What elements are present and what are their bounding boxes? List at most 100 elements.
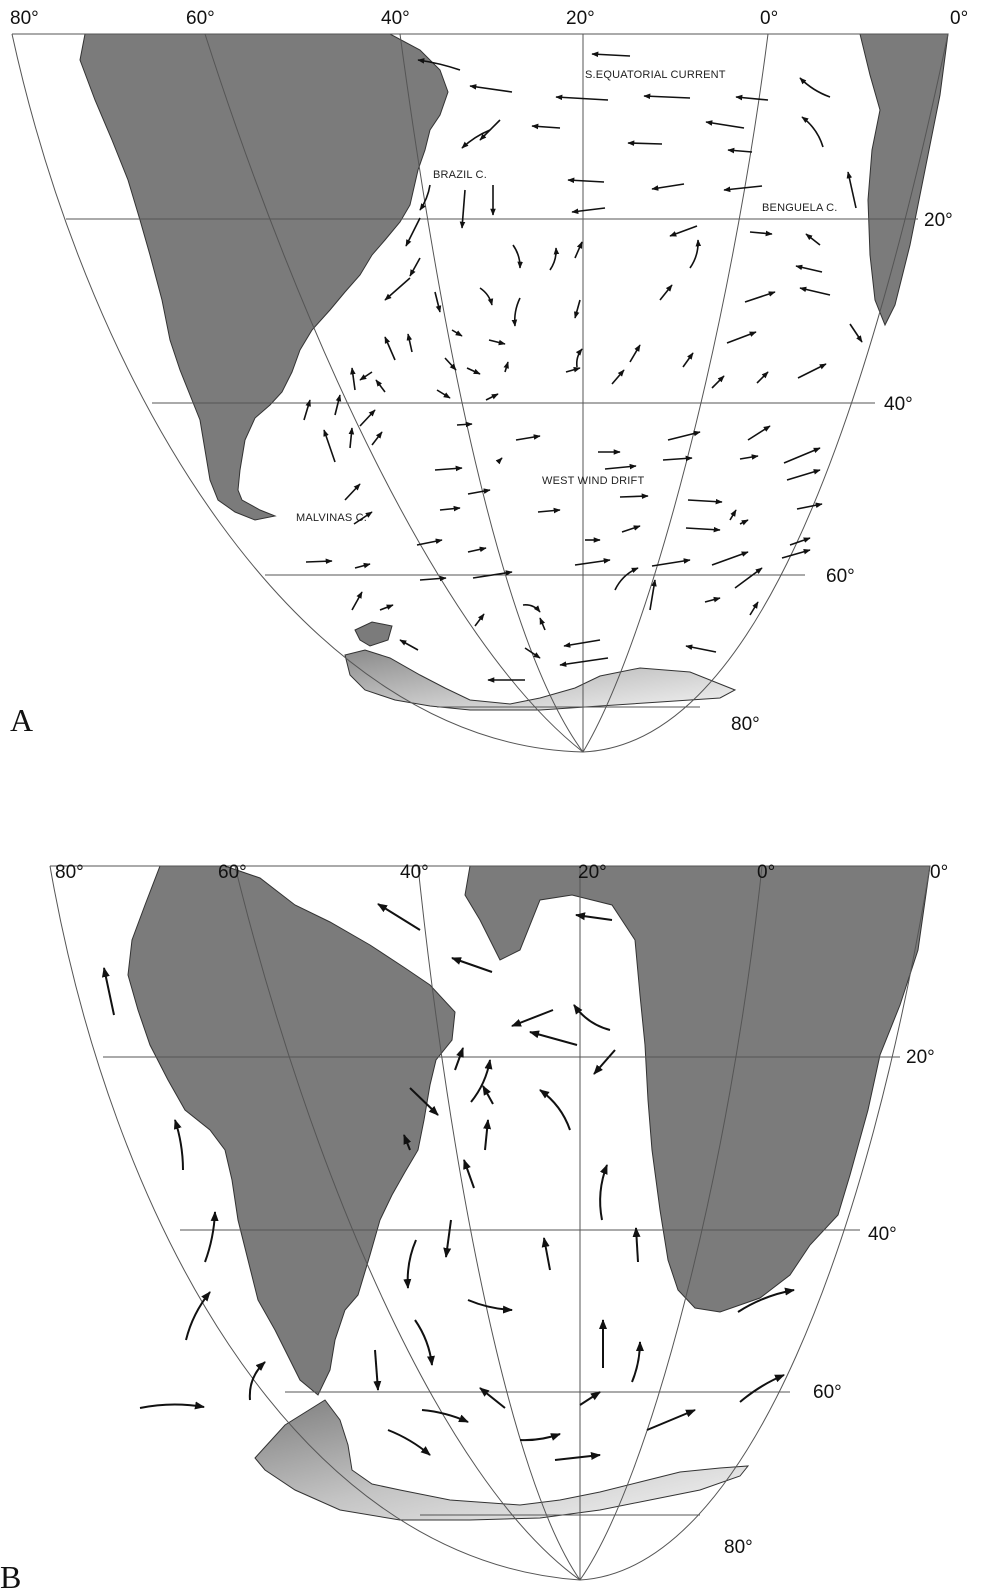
label-brazil-current: BRAZIL C. bbox=[433, 169, 487, 181]
current-arrow bbox=[591, 51, 631, 58]
current-arrow bbox=[354, 562, 371, 569]
current-arrow bbox=[529, 1030, 578, 1046]
current-arrow bbox=[651, 558, 691, 567]
current-arrow bbox=[599, 1164, 608, 1221]
south-america-landmass-b bbox=[127, 865, 456, 1396]
current-arrow bbox=[796, 502, 823, 510]
current-arrow bbox=[567, 177, 605, 184]
current-arrow bbox=[467, 1299, 513, 1314]
lon-label-0-east-b: 0° bbox=[930, 862, 948, 883]
current-arrow bbox=[643, 93, 691, 100]
panel-label-a: A bbox=[10, 702, 33, 738]
current-arrow bbox=[747, 425, 771, 441]
current-arrow bbox=[611, 369, 625, 385]
current-arrows-b bbox=[101, 903, 795, 1461]
current-arrow bbox=[466, 367, 481, 375]
current-arrow bbox=[405, 217, 421, 247]
lon-label-0-east: 0° bbox=[950, 8, 968, 29]
current-arrow bbox=[685, 644, 717, 653]
current-arrow bbox=[459, 189, 466, 229]
current-arrow bbox=[737, 1287, 795, 1313]
current-arrow bbox=[573, 1004, 611, 1031]
current-arrows-a bbox=[303, 51, 863, 683]
current-arrow bbox=[799, 77, 831, 98]
current-arrow bbox=[495, 457, 503, 465]
current-arrow bbox=[739, 454, 759, 460]
lon-label-40-b: 40° bbox=[400, 862, 429, 883]
current-arrow bbox=[479, 119, 501, 141]
label-malvinas-current: MALVINAS C. bbox=[296, 512, 367, 524]
current-arrow bbox=[795, 264, 823, 273]
current-arrow bbox=[248, 1361, 266, 1401]
current-arrow bbox=[406, 333, 413, 353]
south-america-landmass bbox=[79, 33, 449, 521]
current-arrow bbox=[659, 284, 673, 301]
current-arrow bbox=[649, 579, 657, 611]
africa-landmass bbox=[859, 33, 949, 327]
lon-label-20: 20° bbox=[566, 8, 595, 29]
current-arrow bbox=[419, 184, 431, 211]
current-arrow bbox=[204, 1211, 219, 1263]
current-arrow bbox=[614, 567, 639, 591]
current-arrow bbox=[519, 1433, 561, 1442]
current-arrow bbox=[555, 94, 609, 101]
current-arrow bbox=[621, 525, 641, 533]
current-arrow bbox=[629, 344, 641, 363]
current-arrow bbox=[375, 379, 386, 393]
current-arrow bbox=[511, 1009, 554, 1027]
current-arrow bbox=[454, 1047, 464, 1071]
current-arrow bbox=[687, 498, 723, 505]
current-arrow bbox=[384, 277, 411, 301]
current-arrow bbox=[434, 465, 463, 472]
current-arrow bbox=[463, 1159, 475, 1189]
current-arrow bbox=[739, 519, 749, 526]
current-arrow bbox=[571, 207, 606, 215]
current-arrow bbox=[575, 348, 583, 368]
current-arrow bbox=[512, 244, 523, 269]
current-arrow bbox=[805, 233, 821, 246]
label-west-wind-drift: WEST WIND DRIFT bbox=[542, 475, 644, 487]
current-arrow bbox=[604, 463, 637, 470]
current-arrow bbox=[711, 375, 725, 389]
current-arrow bbox=[682, 352, 694, 368]
current-arrow bbox=[436, 389, 451, 399]
lat-label-60-b: 60° bbox=[813, 1382, 842, 1403]
current-arrow bbox=[563, 639, 601, 648]
current-arrow bbox=[799, 286, 831, 296]
current-arrow bbox=[632, 1227, 641, 1263]
current-arrow bbox=[467, 546, 487, 553]
current-arrow bbox=[403, 1239, 417, 1289]
current-arrow bbox=[539, 617, 546, 631]
current-arrow bbox=[403, 1134, 412, 1151]
graticule-b bbox=[49, 865, 931, 1581]
lon-label-60-b: 60° bbox=[218, 862, 247, 883]
current-arrow bbox=[185, 1291, 211, 1341]
current-arrow bbox=[303, 399, 311, 421]
current-arrow bbox=[727, 147, 753, 154]
current-arrow bbox=[305, 558, 333, 565]
current-arrow bbox=[689, 239, 702, 269]
antarctic-peninsula bbox=[354, 621, 393, 647]
current-arrow bbox=[503, 361, 509, 373]
current-arrow bbox=[387, 1429, 431, 1456]
current-arrow bbox=[479, 287, 494, 306]
current-arrow bbox=[541, 1237, 551, 1271]
current-arrow bbox=[627, 140, 663, 146]
current-arrow bbox=[409, 1087, 439, 1116]
current-arrow bbox=[323, 429, 336, 463]
panel-label-b: B bbox=[0, 1559, 21, 1591]
lon-label-60: 60° bbox=[186, 8, 215, 29]
current-arrow bbox=[619, 493, 649, 500]
current-arrow bbox=[470, 1059, 493, 1103]
current-arrow bbox=[559, 657, 609, 667]
current-arrow bbox=[575, 912, 613, 921]
current-arrow bbox=[439, 505, 461, 512]
current-arrow bbox=[472, 570, 513, 579]
current-arrow bbox=[482, 1085, 494, 1105]
current-arrow bbox=[734, 567, 763, 589]
current-arrow bbox=[443, 1219, 452, 1258]
current-arrow bbox=[522, 604, 541, 613]
lon-label-80-b: 80° bbox=[55, 862, 84, 883]
current-arrow bbox=[409, 257, 421, 277]
graticule-a bbox=[11, 33, 949, 753]
